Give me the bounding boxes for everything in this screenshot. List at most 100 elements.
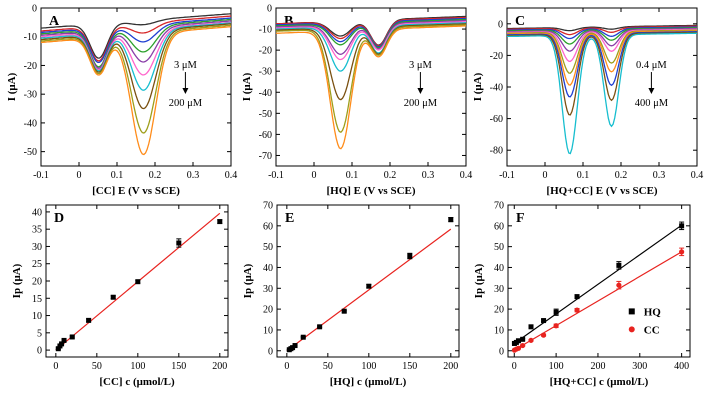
x-tick-label: 50	[323, 361, 333, 372]
x-tick-label: 400	[674, 361, 689, 372]
y-tick-label: -80	[490, 146, 503, 157]
annotation-end: 200 μM	[404, 98, 438, 109]
voltammogram-200m	[506, 30, 697, 86]
legend-marker-hq	[628, 308, 635, 315]
y-tick-label: 20	[263, 305, 273, 316]
data-point-hq	[292, 343, 298, 349]
x-tick-label: 0.4	[225, 170, 238, 181]
x-axis-label: [HQ+CC] E (V vs SCE)	[546, 185, 658, 197]
x-tick-label: 0	[77, 170, 82, 181]
x-tick-label: 0.3	[187, 170, 200, 181]
x-tick-label: -0.1	[268, 170, 284, 181]
voltammogram-170m	[275, 24, 466, 133]
data-point-cc	[135, 279, 141, 285]
voltammogram-150m	[40, 23, 232, 110]
annotation-end: 200 μM	[169, 98, 203, 109]
x-tick-label: 50	[92, 361, 102, 372]
y-tick-label: -50	[24, 147, 37, 158]
voltammogram-400m	[507, 32, 697, 155]
x-tick-label: 150	[171, 361, 186, 372]
voltammogram-150m	[507, 29, 697, 74]
voltammogram-100m	[275, 22, 467, 72]
data-point-hq	[616, 262, 622, 268]
legend-label-cc: CC	[644, 324, 660, 336]
voltammogram-0.4m	[507, 24, 697, 32]
voltammogram-10m	[40, 17, 232, 64]
voltammogram-5m	[507, 25, 697, 36]
y-tick-label: 30	[263, 284, 273, 295]
annotation-start: 3 μM	[409, 60, 433, 71]
panel-letter: F	[516, 211, 525, 226]
data-point-hq	[515, 338, 521, 344]
x-tick-label: 0.2	[384, 170, 397, 181]
x-tick-label: 300	[632, 361, 647, 372]
y-tick-label: 35	[32, 225, 42, 236]
data-point-hq	[574, 294, 580, 300]
voltammogram-50m	[507, 27, 698, 52]
x-tick-label: 0	[543, 170, 548, 181]
voltammogram-300m	[506, 31, 697, 116]
x-axis-label: [HQ+CC] c (μmol/L)	[550, 376, 649, 388]
voltammogram-20m	[40, 18, 232, 68]
data-point-hq	[553, 309, 559, 315]
y-tick-label: 40	[263, 263, 273, 274]
x-tick-label: 0.2	[149, 170, 162, 181]
y-axis-label: Ip (μA)	[11, 263, 23, 298]
annotation-start: 3 μM	[174, 60, 198, 71]
y-tick-label: 10	[263, 325, 273, 336]
panel-f: 0 100 200 300 400 0 10 20 30 40 50 60 70 [HQ+CC] c (μ…	[473, 201, 691, 388]
annotation-end: 400 μM	[635, 98, 669, 109]
x-tick-label: -0.1	[499, 170, 515, 181]
voltammogram-10m	[507, 26, 697, 40]
x-tick-label: 0.1	[577, 170, 590, 181]
y-tick-label: -70	[259, 151, 272, 162]
data-point-cc	[520, 342, 526, 349]
y-tick-label: -20	[490, 51, 503, 62]
data-point-cc	[55, 346, 61, 352]
y-tick-label: 0	[32, 4, 37, 15]
data-point-cc	[515, 345, 522, 351]
y-tick-label: 50	[494, 242, 504, 253]
y-tick-label: -60	[259, 130, 272, 141]
panel-letter: B	[284, 14, 293, 29]
y-tick-label: -10	[24, 32, 37, 43]
y-tick-label: -60	[490, 114, 503, 125]
y-axis-label: Ip (μA)	[242, 263, 254, 298]
panel-d: 0 50 100 150 200 0 5 10 15 20 25 30 35 40 [CC] c (μmol…	[11, 204, 229, 388]
panel-letter: C	[515, 14, 525, 29]
data-point-cc	[553, 323, 559, 329]
voltammogram-40m	[40, 20, 232, 69]
x-axis-label: [HQ] E (V vs SCE)	[326, 185, 415, 197]
legend-marker-cc	[628, 326, 635, 333]
panel-b: -0.1 0 0.1 0.2 0.3 0.4 0 -10 -20 -30 -40 -50 -60 -70 […	[241, 4, 472, 198]
data-point-hq	[317, 324, 323, 330]
x-tick-label: 0.3	[422, 170, 435, 181]
x-tick-label: 200	[443, 361, 458, 372]
y-tick-label: 5	[37, 328, 42, 339]
x-tick-label: 0.4	[691, 170, 704, 181]
data-point-cc	[616, 282, 622, 288]
y-tick-label: 40	[494, 263, 504, 274]
x-tick-label: 100	[549, 361, 564, 372]
x-tick-label: 0.1	[346, 170, 359, 181]
data-point-cc	[679, 249, 685, 255]
data-point-cc	[528, 337, 534, 343]
voltammogram-200m	[40, 26, 232, 156]
plot-frame	[40, 7, 232, 167]
y-tick-label: -50	[259, 109, 272, 120]
y-tick-label: 15	[32, 294, 42, 305]
data-point-hq	[366, 283, 372, 289]
annotation-start: 0.4 μM	[636, 60, 667, 71]
x-tick-label: 0	[512, 361, 517, 372]
y-tick-label: -40	[490, 83, 503, 94]
voltammogram-170m	[40, 24, 232, 134]
data-point-cc	[61, 337, 67, 343]
panel-letter: D	[54, 211, 64, 226]
voltammogram-250m	[506, 31, 697, 98]
panel-a: -0.1 0 0.1 0.2 0.3 0.4 0 -10 -20 -30 -40 -50 [CC] E …	[6, 4, 237, 198]
voltammogram-150m	[276, 23, 467, 101]
data-point-hq	[448, 217, 454, 223]
data-point-cc	[574, 307, 580, 313]
voltammogram-70m	[40, 21, 232, 76]
